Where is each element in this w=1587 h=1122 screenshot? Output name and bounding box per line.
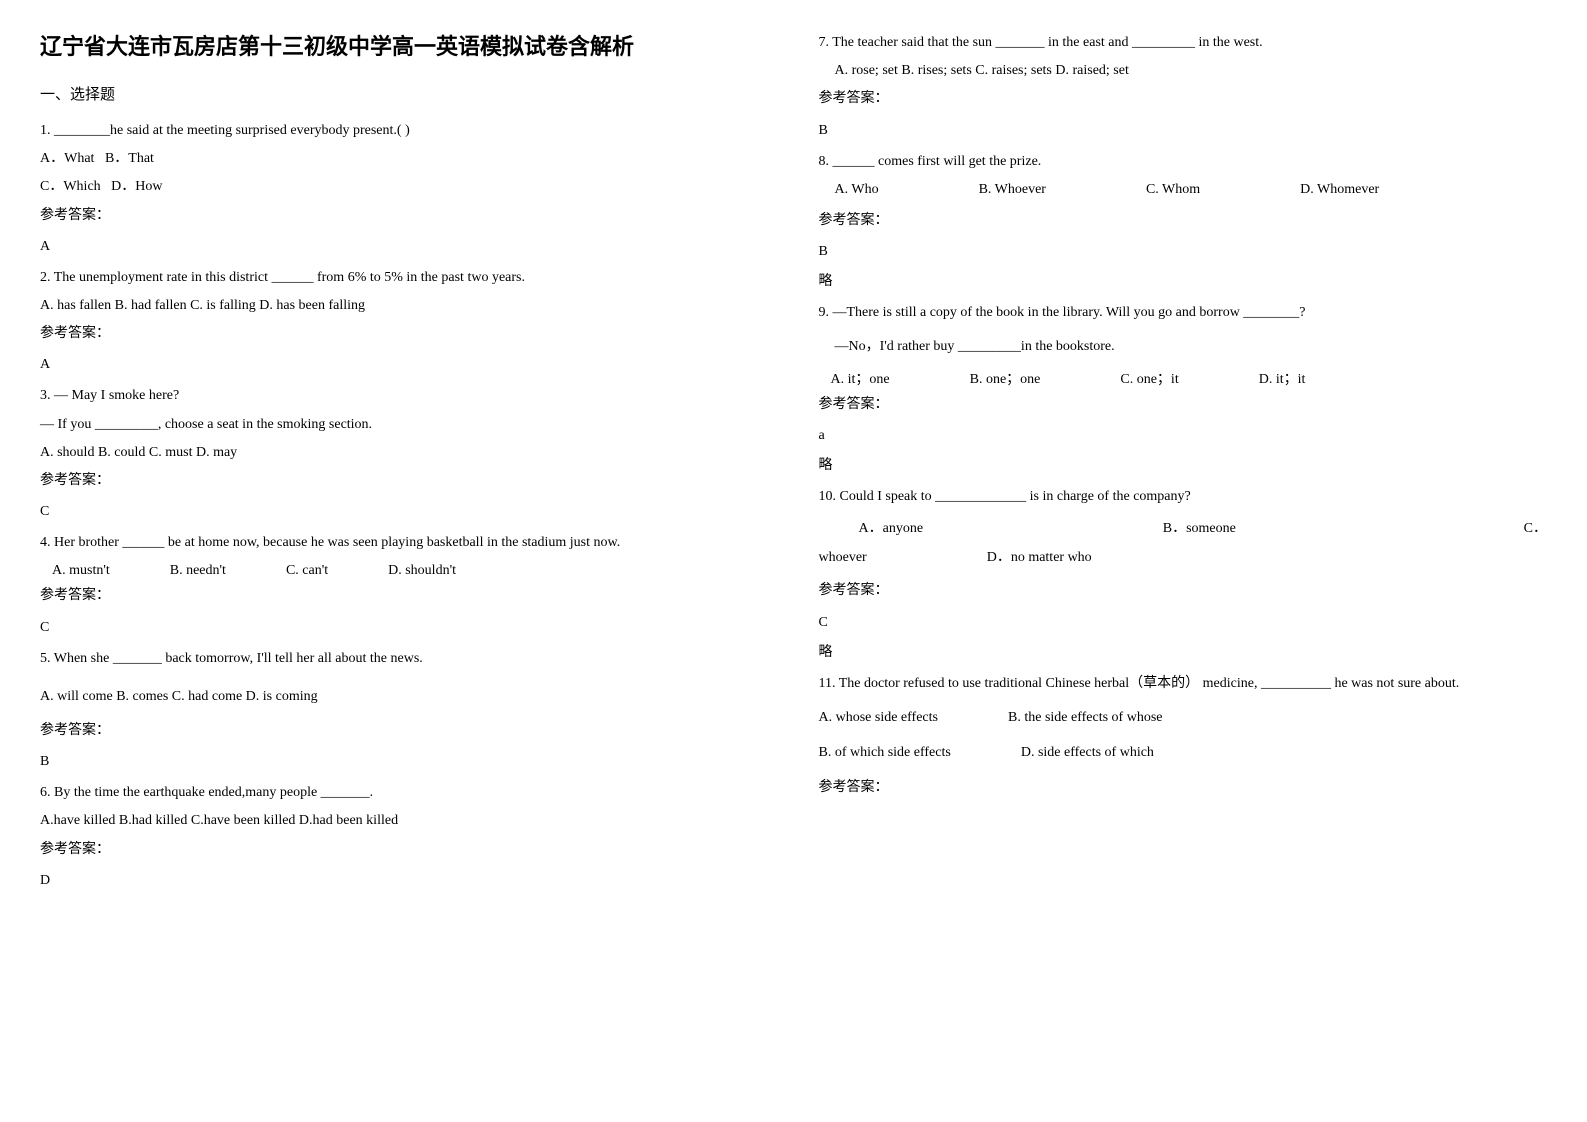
answer: C [40,504,769,520]
option-b: B. one；one [970,367,1041,392]
answer-label: 参考答案： [40,718,769,743]
question-text: 6. By the time the earthquake ended,many… [40,780,769,805]
answer-label: 参考答案： [819,578,1548,603]
question-5: 5. When she _______ back tomorrow, I'll … [40,646,769,747]
question-text: 1. ________he said at the meeting surpri… [40,118,769,143]
question-text: 10. Could I speak to _____________ is in… [819,484,1548,509]
answer: B [40,754,769,770]
option-a: A．anyone [859,516,1163,541]
answer: A [40,239,769,255]
answer: C [819,615,1548,631]
answer-brief: 略 [819,641,1548,661]
question-text: 2. The unemployment rate in this distric… [40,265,769,290]
option-a: A．What [40,151,94,166]
document-title: 辽宁省大连市瓦房店第十三初级中学高一英语模拟试卷含解析 [40,30,769,63]
answer-label: 参考答案： [819,86,1548,111]
answer: C [40,620,769,636]
answer-label: 参考答案： [819,775,1548,800]
options: A. should B. could C. must D. may [40,440,769,465]
question-1: 1. ________he said at the meeting surpri… [40,118,769,231]
options: A. mustn't B. needn't C. can't D. should… [40,558,769,583]
question-text: 7. The teacher said that the sun _______… [819,30,1548,55]
question-text-2: —No，I'd rather buy _________in the books… [819,334,1548,359]
question-4: 4. Her brother ______ be at home now, be… [40,530,769,612]
answer-label: 参考答案： [819,208,1548,233]
option-d: D. shouldn't [388,558,456,583]
option-c: C. Whom [1146,177,1200,202]
left-column: 辽宁省大连市瓦房店第十三初级中学高一英语模拟试卷含解析 一、选择题 1. ___… [40,30,769,899]
question-7: 7. The teacher said that the sun _______… [819,30,1548,115]
question-text: 4. Her brother ______ be at home now, be… [40,530,769,555]
answer-label: 参考答案： [40,583,769,608]
option-b: B．That [105,151,154,166]
answer: B [819,123,1548,139]
answer-brief: 略 [819,454,1548,474]
answer: D [40,873,769,889]
section-title: 一、选择题 [40,83,769,104]
options-row: A．What B．That [40,146,769,171]
question-3: 3. — May I smoke here? — If you ________… [40,383,769,496]
answer-label: 参考答案： [40,321,769,346]
answer-label: 参考答案： [40,837,769,862]
option-d: D. side effects of which [1021,740,1154,765]
answer: a [819,428,1548,444]
options-row2: B. of which side effects D. side effects… [819,740,1548,765]
option-c-prefix: C． [1467,516,1547,541]
question-text-2: — If you _________, choose a seat in the… [40,412,769,437]
question-text: 3. — May I smoke here? [40,383,769,408]
question-10: 10. Could I speak to _____________ is in… [819,484,1548,607]
answer-label: 参考答案： [40,203,769,228]
right-column: 7. The teacher said that the sun _______… [819,30,1548,899]
options: A. Who B. Whoever C. Whom D. Whomever [819,177,1548,202]
answer: B [819,244,1548,260]
question-9: 9. —There is still a copy of the book in… [819,300,1548,420]
option-c: whoever [819,545,867,570]
option-a: A. whose side effects [819,705,939,730]
answer-brief: 略 [819,270,1548,290]
option-d: D．How [111,179,162,194]
option-d: D. it；it [1259,367,1306,392]
question-text: 11. The doctor refused to use traditiona… [819,671,1548,696]
options: A. will come B. comes C. had come D. is … [40,684,769,709]
document-container: 辽宁省大连市瓦房店第十三初级中学高一英语模拟试卷含解析 一、选择题 1. ___… [40,30,1547,899]
option-a: A. mustn't [52,558,110,583]
option-d: D．no matter who [987,545,1092,570]
question-8: 8. ______ comes first will get the prize… [819,149,1548,237]
options: A. has fallen B. had fallen C. is fallin… [40,293,769,318]
option-b: B. the side effects of whose [1008,705,1162,730]
question-text: 9. —There is still a copy of the book in… [819,300,1548,325]
option-d: D. Whomever [1300,177,1379,202]
option-c: C．Which [40,179,101,194]
answer-label: 参考答案： [819,392,1548,417]
option-b: B. needn't [170,558,226,583]
option-a: A. it；one [831,367,890,392]
question-11: 11. The doctor refused to use traditiona… [819,671,1548,804]
option-b: B. Whoever [979,177,1046,202]
options-row2: whoever D．no matter who [819,545,1548,570]
question-text: 8. ______ comes first will get the prize… [819,149,1548,174]
options-row1: A．anyone B．someone C． [819,516,1548,541]
answer: A [40,357,769,373]
option-c: C. can't [286,558,328,583]
question-6: 6. By the time the earthquake ended,many… [40,780,769,865]
options: A.have killed B.had killed C.have been k… [40,808,769,833]
options-row1: A. whose side effects B. the side effect… [819,705,1548,730]
options-row: C．Which D．How [40,174,769,199]
option-b: B．someone [1163,516,1467,541]
answer-label: 参考答案： [40,468,769,493]
option-a: A. Who [835,177,879,202]
option-c: B. of which side effects [819,740,951,765]
question-text: 5. When she _______ back tomorrow, I'll … [40,646,769,671]
options: A. it；one B. one；one C. one；it D. it；it [819,367,1548,392]
option-c: C. one；it [1120,367,1178,392]
options: A. rose; set B. rises; sets C. raises; s… [819,58,1548,83]
question-2: 2. The unemployment rate in this distric… [40,265,769,350]
